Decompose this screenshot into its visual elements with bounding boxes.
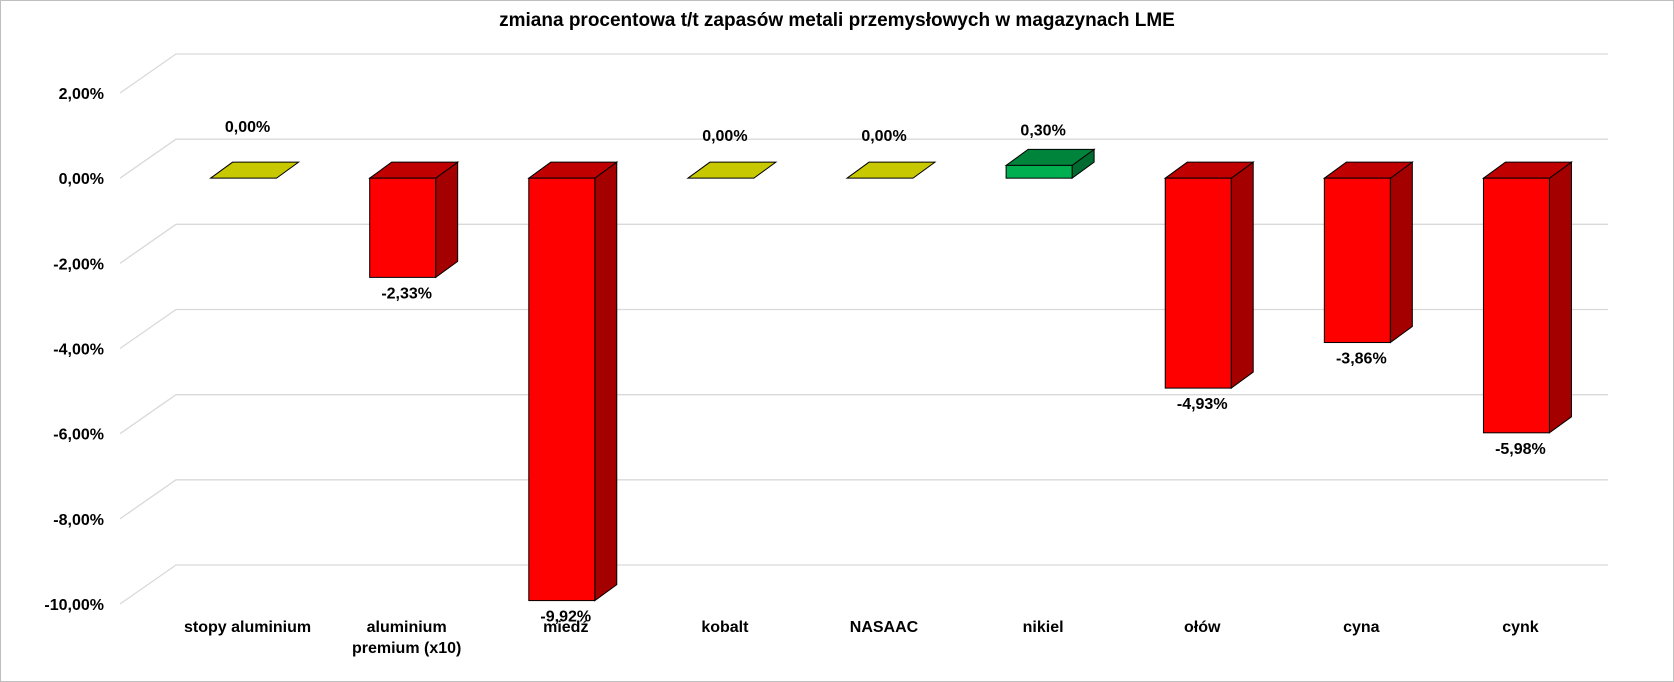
data-label: 0,30% [1020,122,1065,139]
y-axis-tick-labels: 2,00% 0,00% -2,00% -4,00% -6,00% -8,00% -10,00… [44,86,104,614]
data-label: 0,00% [225,119,270,136]
data-labels: 0,00% -2,33% -9,92% 0,00% 0,00% 0,30% -4,93% -3… [225,119,1546,625]
gridline [119,479,1608,520]
bars [209,148,1573,602]
x-category-label-line: kobalt [701,619,749,636]
bar [845,161,937,179]
bar [1004,148,1096,180]
bar-front-face [1164,177,1232,389]
bar-front-face [1005,164,1073,179]
x-category-label: cynk [1502,619,1539,636]
bar [368,161,460,279]
bar-side-face [435,161,459,279]
bar [1481,161,1573,434]
x-category-label-line: ołów [1184,619,1221,636]
bar [686,161,778,179]
data-label: 0,00% [702,128,747,145]
y-tick-label: -10,00% [44,597,104,614]
y-tick-label: -6,00% [53,427,104,444]
y-tick-label: 2,00% [59,86,104,103]
bar-top-face [845,161,937,179]
gridline [119,53,1608,94]
y-tick-label: -2,00% [53,256,104,273]
bar [209,161,301,179]
gridline [119,564,1608,605]
x-category-label-line: cyna [1343,619,1380,636]
x-category-label: NASAAC [850,619,919,636]
x-category-label-line: aluminium [367,619,447,636]
y-tick-label: -8,00% [53,512,104,529]
data-label: -5,98% [1495,441,1546,458]
x-category-label-line: cynk [1502,619,1539,636]
bar-front-face [528,177,596,602]
x-category-label: stopy aluminium [184,619,311,636]
bar-top-face [209,161,301,179]
bar-side-face [1548,161,1572,434]
x-category-label-line: NASAAC [850,619,919,636]
bar-front-face [1482,177,1550,434]
gridline [119,138,1608,179]
x-axis-category-labels: stopy aluminium aluminium premium (x10) mie… [184,619,1539,657]
bar-side-face [1230,161,1254,390]
x-category-label-line: stopy aluminium [184,619,311,636]
bar-side-face [594,161,618,602]
x-category-label: cyna [1343,619,1380,636]
gridline [119,308,1608,350]
x-category-label-line: premium (x10) [352,640,461,657]
x-category-label: nikiel [1023,619,1064,636]
y-tick-label: -4,00% [53,342,104,359]
y-tick-label: 0,00% [59,171,104,188]
x-category-label-line: nikiel [1023,619,1064,636]
data-label: -3,86% [1336,351,1387,368]
gridlines [119,53,1608,605]
x-category-label: kobalt [701,619,749,636]
bar-side-face [1389,161,1413,344]
data-label: -2,33% [381,285,432,302]
bar [1163,161,1255,390]
data-label: -9,92% [540,609,591,626]
bar [527,161,619,602]
data-label: 0,00% [861,128,906,145]
x-category-label: ołów [1184,619,1221,636]
bar-top-face [686,161,778,179]
bar-front-face [369,177,437,278]
bar-front-face [1323,177,1391,344]
x-category-label-line: miedź [543,619,588,636]
x-category-label: miedź [543,619,588,636]
gridline [119,223,1608,264]
bar [1322,161,1414,344]
data-label: -4,93% [1177,396,1228,413]
chart-title: zmiana procentowa t/t zapasów metali prz… [499,10,1175,31]
gridline [119,394,1608,435]
x-category-label: aluminium premium (x10) [352,619,461,657]
